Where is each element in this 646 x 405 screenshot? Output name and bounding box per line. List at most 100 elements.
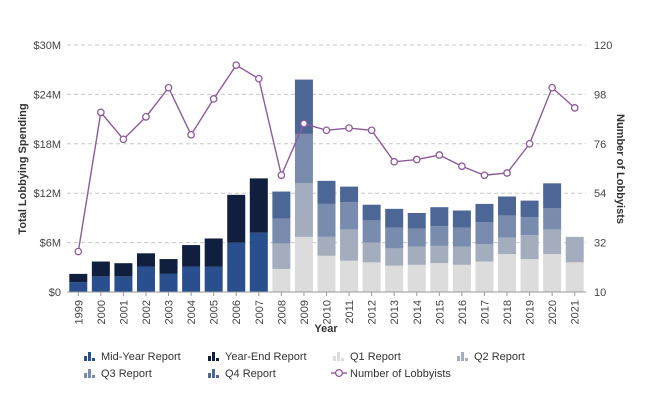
bar-mid-2001	[114, 276, 133, 292]
bar-q2-2018	[498, 237, 517, 255]
bar-mid-2000	[91, 276, 110, 292]
legend-swatch-bar	[88, 369, 91, 378]
legend-item: Q2 Report	[457, 351, 525, 363]
bar-q4-2019	[520, 200, 539, 218]
bar-q4-2012	[362, 204, 381, 221]
bar-q4-2010	[317, 180, 336, 204]
legend: Mid-Year Report Year-End Report Q1 Report Q…	[84, 351, 525, 380]
y2-tick-label: 10	[594, 287, 606, 299]
lobbyists-point-2020	[548, 83, 557, 92]
bar-q4-2016	[452, 210, 471, 228]
bar-q4-2009	[294, 79, 313, 134]
legend-swatch-bar	[212, 352, 215, 361]
legend-label: Number of Lobbyists	[350, 368, 451, 380]
bar-q2-2015	[430, 245, 449, 264]
x-tick-label: 2019	[525, 300, 537, 324]
bar-q3-2019	[520, 217, 539, 236]
legend-label: Q2 Report	[474, 351, 525, 363]
x-tick-label: 2016	[457, 300, 469, 324]
legend-item: Q4 Report	[208, 368, 276, 380]
x-tick-label: 2005	[209, 300, 221, 324]
bar-ye-2002	[136, 253, 155, 267]
bar-q2-2013	[385, 248, 404, 266]
x-tick-label: 2011	[344, 300, 356, 324]
legend-label: Q4 Report	[225, 368, 276, 380]
x-tick-label: 2014	[412, 300, 424, 324]
bar-q4-2011	[340, 186, 359, 203]
bars	[69, 79, 584, 292]
legend-swatch-bar	[457, 356, 460, 361]
legend-swatch-bar	[341, 358, 344, 361]
legend-swatch-bar	[84, 356, 87, 361]
bar-q1-2021	[565, 262, 584, 292]
bar-q4-2017	[475, 203, 494, 223]
legend-swatch-bar	[92, 358, 95, 361]
legend-swatch-bar	[337, 352, 340, 361]
legend-swatch-bar	[84, 373, 87, 378]
y2-tick-label: 76	[594, 139, 606, 151]
axes: $0 $6M $12M $18M $24M $30M 10 32 54 76 98 120 1999 20…	[33, 40, 612, 324]
lobbyists-point-2018	[503, 169, 511, 177]
legend-swatch-bar	[208, 373, 211, 378]
x-tick-label: 2015	[434, 300, 446, 324]
legend-label: Q3 Report	[101, 368, 152, 380]
y2-axis-title: Number of Lobbyists	[614, 114, 626, 224]
bar-q1-2009	[294, 236, 313, 292]
bar-ye-2003	[159, 259, 178, 274]
lobbyists-point-2009	[300, 119, 308, 128]
bar-mid-2005	[204, 266, 223, 292]
bar-q2-2012	[362, 242, 381, 263]
bar-q3-2013	[385, 227, 404, 249]
legend-swatch-bar	[208, 356, 211, 361]
bar-q4-2018	[498, 196, 517, 216]
y2-tick-label: 32	[594, 238, 606, 250]
legend-label: Q1 Report	[350, 351, 401, 363]
x-tick-label: 2010	[322, 300, 334, 324]
bar-q2-2021	[565, 236, 584, 263]
bar-ye-1999	[69, 273, 88, 283]
bar-q3-2016	[452, 227, 471, 247]
lobbyists-point-2000	[96, 108, 105, 117]
lobbyists-point-2002	[142, 113, 150, 121]
legend-swatch-bar	[465, 358, 468, 361]
bar-ye-2000	[91, 261, 110, 277]
lobbyists-point-2015	[435, 151, 444, 159]
x-tick-label: 2018	[502, 300, 514, 324]
bar-mid-2004	[182, 266, 201, 292]
bar-q1-2008	[272, 268, 291, 292]
lobbyists-point-2019	[525, 139, 534, 148]
lobbyists-point-2017	[480, 171, 489, 180]
lobbyists-point-2008	[277, 171, 286, 180]
x-tick-label: 2004	[186, 300, 198, 324]
lobbyists-point-2004	[187, 130, 195, 139]
x-tick-label: 2021	[570, 300, 582, 324]
bar-q1-2015	[430, 263, 449, 292]
lobbyists-point-2014	[412, 155, 421, 164]
bar-q1-2019	[520, 259, 539, 292]
legend-swatch-bar	[216, 358, 219, 361]
bar-ye-2006	[227, 194, 246, 243]
bar-mid-2002	[136, 266, 155, 292]
bar-mid-1999	[69, 282, 88, 292]
x-tick-label: 2020	[547, 300, 559, 324]
bar-q1-2013	[385, 265, 404, 292]
bar-q3-2020	[543, 208, 562, 230]
bar-mid-2006	[227, 242, 246, 292]
lobbyists-line	[74, 61, 579, 256]
bar-q4-2020	[543, 183, 562, 209]
x-axis-title: Year	[314, 323, 338, 335]
bar-q2-2010	[317, 236, 336, 256]
lobbyists-point-2021	[570, 104, 579, 112]
bar-q3-2018	[498, 215, 517, 238]
legend-swatch-bar	[461, 352, 464, 361]
bar-q4-2013	[385, 208, 404, 228]
bar-q4-2014	[407, 212, 426, 229]
legend-item: Year-End Report	[208, 351, 307, 363]
x-tick-label: 2008	[276, 300, 288, 324]
legend-swatch-bar	[92, 375, 95, 378]
bar-q3-2009	[294, 133, 313, 184]
bar-mid-2003	[159, 273, 178, 292]
lobbyists-point-2006	[232, 61, 241, 70]
bar-q3-2017	[475, 222, 494, 245]
